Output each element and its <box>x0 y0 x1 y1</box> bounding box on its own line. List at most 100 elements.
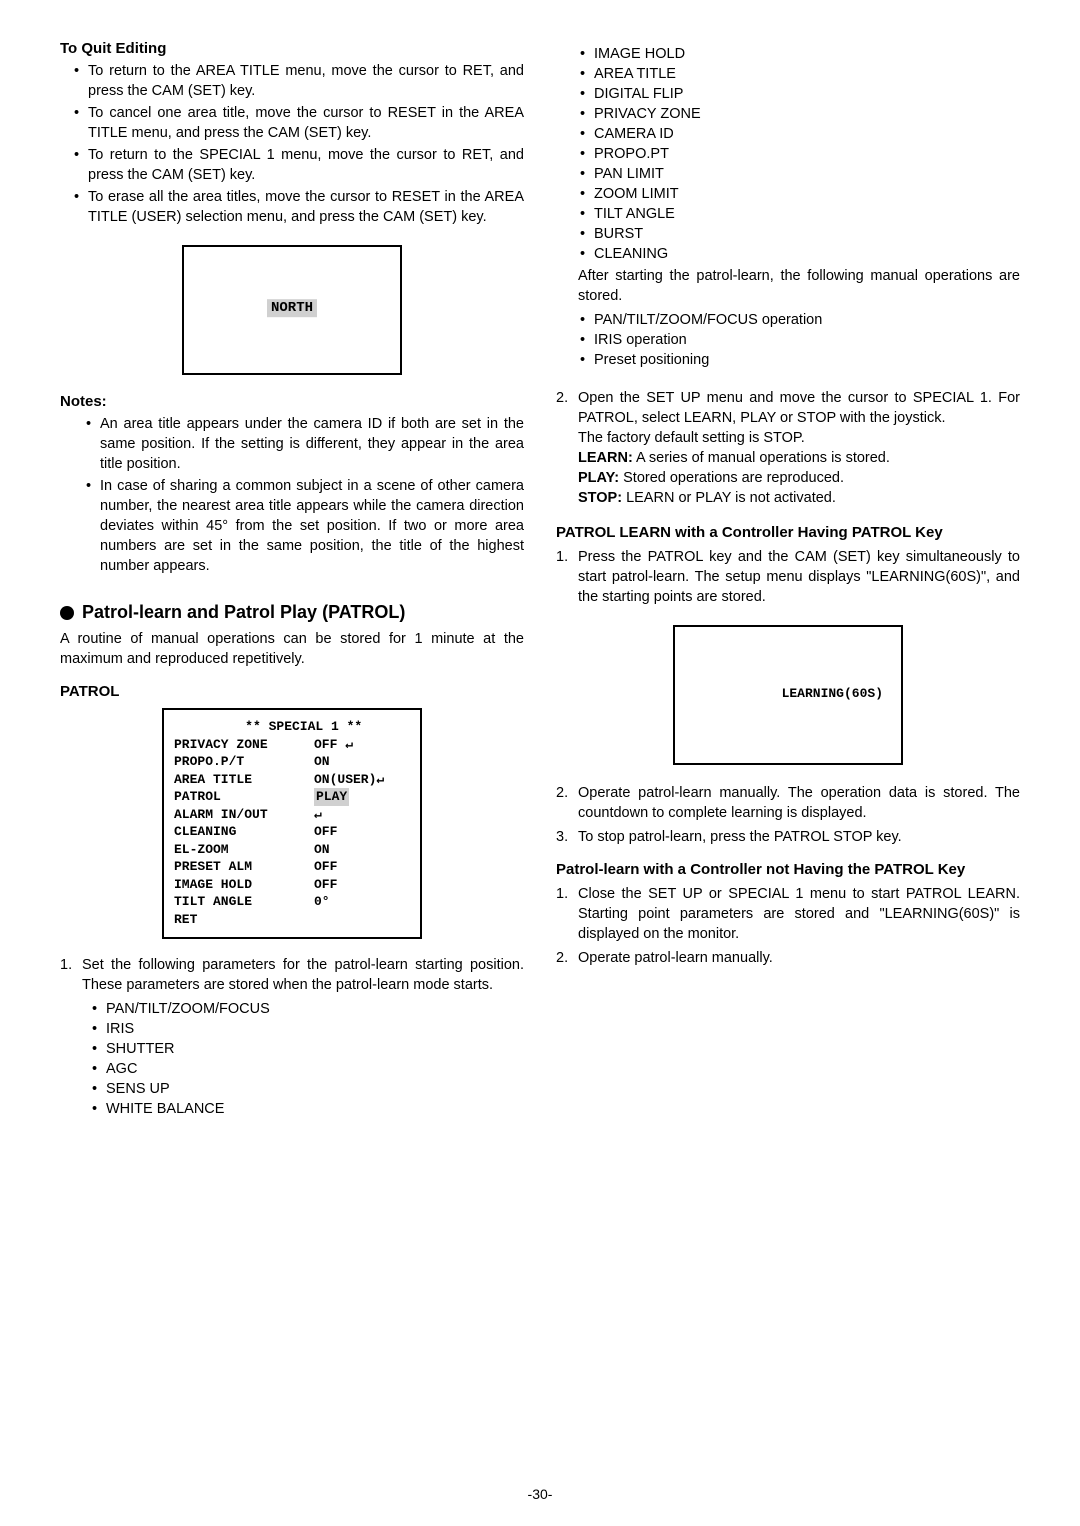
param-item: SHUTTER <box>92 1039 524 1059</box>
param-item: WHITE BALANCE <box>92 1099 524 1119</box>
nokey-step1: 1. Close the SET UP or SPECIAL 1 menu to … <box>556 884 1020 944</box>
step-text: To stop patrol-learn, press the PATROL S… <box>578 829 902 845</box>
left-steps: 1. Set the following parameters for the … <box>60 955 524 1119</box>
note-item: In case of sharing a common subject in a… <box>86 476 524 576</box>
menu-title: ** SPECIAL 1 ** <box>174 718 410 736</box>
menu-label: CLEANING <box>174 823 314 841</box>
patrol-intro: A routine of manual operations can be st… <box>60 629 524 669</box>
param-item: BURST <box>580 224 1020 244</box>
patrol-learn-key-heading: PATROL LEARN with a Controller Having PA… <box>556 524 1020 541</box>
param-item: AREA TITLE <box>580 64 1020 84</box>
menu-label: IMAGE HOLD <box>174 876 314 894</box>
right-column: IMAGE HOLD AREA TITLE DIGITAL FLIP PRIVA… <box>556 40 1020 1123</box>
menu-row: TILT ANGLE0° <box>174 893 410 911</box>
step-num: 2. <box>556 783 568 803</box>
north-label: NORTH <box>267 299 317 317</box>
menu-val: ON <box>314 753 330 771</box>
patrol-heading-text: Patrol-learn and Patrol Play (PATROL) <box>82 602 405 623</box>
menu-label: ALARM IN/OUT <box>174 806 314 824</box>
step-text: Press the PATROL key and the CAM (SET) k… <box>578 549 1020 605</box>
special-menu: ** SPECIAL 1 ** PRIVACY ZONEOFF ↵ PROPO.… <box>162 708 422 939</box>
menu-label: PROPO.P/T <box>174 753 314 771</box>
menu-row: PRESET ALMOFF <box>174 858 410 876</box>
menu-val: ON(USER)↵ <box>314 771 384 789</box>
menu-row: RET <box>174 911 410 929</box>
step-num: 1. <box>556 884 568 904</box>
step-num: 2. <box>556 948 568 968</box>
quit-editing-list: To return to the AREA TITLE menu, move t… <box>60 61 524 227</box>
step-num: 3. <box>556 827 568 847</box>
menu-label: TILT ANGLE <box>174 893 314 911</box>
note-item: An area title appears under the camera I… <box>86 414 524 474</box>
after-start-list: PAN/TILT/ZOOM/FOCUS operation IRIS opera… <box>556 310 1020 370</box>
menu-label: EL-ZOOM <box>174 841 314 859</box>
op-item: Preset positioning <box>580 350 1020 370</box>
stop-label: STOP: <box>578 490 622 506</box>
after-start-text: After starting the patrol-learn, the fol… <box>556 266 1020 306</box>
no-key-heading: Patrol-learn with a Controller not Havin… <box>556 861 1020 878</box>
step-num: 1. <box>556 547 568 567</box>
menu-row: IMAGE HOLDOFF <box>174 876 410 894</box>
learn-text: A series of manual operations is stored. <box>633 450 890 466</box>
menu-val: ↵ <box>314 806 322 824</box>
play-text: Stored operations are reproduced. <box>619 470 844 486</box>
menu-label: AREA TITLE <box>174 771 314 789</box>
menu-row: EL-ZOOMON <box>174 841 410 859</box>
op-item: IRIS operation <box>580 330 1020 350</box>
param-item: CAMERA ID <box>580 124 1020 144</box>
menu-row: PROPO.P/TON <box>174 753 410 771</box>
param-item: TILT ANGLE <box>580 204 1020 224</box>
quit-item: To return to the AREA TITLE menu, move t… <box>74 61 524 101</box>
param-item: PAN LIMIT <box>580 164 1020 184</box>
patrol-key-steps: 1. Press the PATROL key and the CAM (SET… <box>556 547 1020 607</box>
right-steps: 2. Open the SET UP menu and move the cur… <box>556 388 1020 508</box>
menu-row: AREA TITLEON(USER)↵ <box>174 771 410 789</box>
bullet-dot-icon <box>60 606 74 620</box>
step-text: Close the SET UP or SPECIAL 1 menu to st… <box>578 886 1020 942</box>
patrol-section-heading: Patrol-learn and Patrol Play (PATROL) <box>60 602 524 623</box>
menu-label: PRESET ALM <box>174 858 314 876</box>
notes-heading: Notes: <box>60 393 524 410</box>
step-text: Open the SET UP menu and move the cursor… <box>578 390 1020 426</box>
menu-val: ON <box>314 841 330 859</box>
quit-editing-heading: To Quit Editing <box>60 40 524 57</box>
menu-row: CLEANINGOFF <box>174 823 410 841</box>
param-item: IMAGE HOLD <box>580 44 1020 64</box>
quit-item: To return to the SPECIAL 1 menu, move th… <box>74 145 524 185</box>
menu-row: ALARM IN/OUT↵ <box>174 806 410 824</box>
step-text: Operate patrol-learn manually. <box>578 950 773 966</box>
step-2: 2. Open the SET UP menu and move the cur… <box>556 388 1020 508</box>
param-item: ZOOM LIMIT <box>580 184 1020 204</box>
step2-line2: The factory default setting is STOP. <box>578 428 1020 448</box>
param-item: DIGITAL FLIP <box>580 84 1020 104</box>
quit-item: To cancel one area title, move the curso… <box>74 103 524 143</box>
quit-item: To erase all the area titles, move the c… <box>74 187 524 227</box>
step-1: 1. Set the following parameters for the … <box>60 955 524 1119</box>
menu-val: OFF ↵ <box>314 736 353 754</box>
step-text: Set the following parameters for the pat… <box>82 957 524 993</box>
no-key-steps: 1. Close the SET UP or SPECIAL 1 menu to … <box>556 884 1020 968</box>
menu-val: 0° <box>314 893 330 911</box>
learning-label: LEARNING(60S) <box>782 686 883 701</box>
after-step3: 3. To stop patrol-learn, press the PATROL… <box>556 827 1020 847</box>
step-text: Operate patrol-learn manually. The opera… <box>578 785 1020 821</box>
menu-val-highlighted: PLAY <box>314 788 349 806</box>
step-num: 1. <box>60 955 72 975</box>
nokey-step2: 2. Operate patrol-learn manually. <box>556 948 1020 968</box>
patrol-key-step1: 1. Press the PATROL key and the CAM (SET… <box>556 547 1020 607</box>
stop-text: LEARN or PLAY is not activated. <box>622 490 836 506</box>
after-step2: 2. Operate patrol-learn manually. The ope… <box>556 783 1020 823</box>
menu-label: PATROL <box>174 788 314 806</box>
page-columns: To Quit Editing To return to the AREA TI… <box>60 40 1020 1123</box>
param-item: IRIS <box>92 1019 524 1039</box>
menu-row: PRIVACY ZONEOFF ↵ <box>174 736 410 754</box>
learn-line: LEARN: A series of manual operations is … <box>578 448 1020 468</box>
learning-diagram: LEARNING(60S) <box>673 625 903 765</box>
left-column: To Quit Editing To return to the AREA TI… <box>60 40 524 1123</box>
menu-val: OFF <box>314 823 337 841</box>
menu-row: PATROLPLAY <box>174 788 410 806</box>
page-number: -30- <box>528 1486 553 1502</box>
step1-bullets: PAN/TILT/ZOOM/FOCUS IRIS SHUTTER AGC SEN… <box>82 999 524 1119</box>
menu-label: PRIVACY ZONE <box>174 736 314 754</box>
top-param-list: IMAGE HOLD AREA TITLE DIGITAL FLIP PRIVA… <box>556 44 1020 264</box>
